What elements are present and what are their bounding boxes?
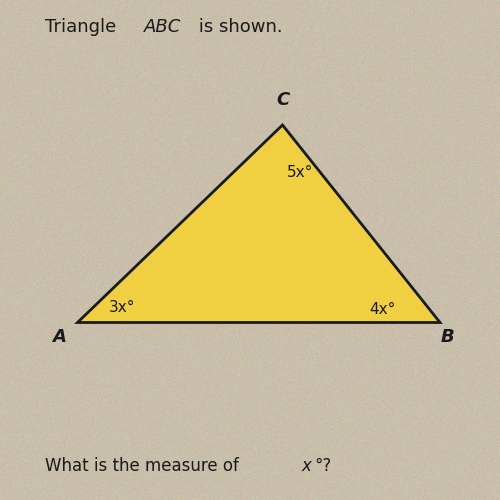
Text: °?: °? xyxy=(314,457,332,475)
Text: 5x°: 5x° xyxy=(287,165,313,180)
Text: Triangle: Triangle xyxy=(45,18,122,36)
Text: 4x°: 4x° xyxy=(370,302,396,316)
Text: A: A xyxy=(52,328,66,346)
Text: 3x°: 3x° xyxy=(109,300,136,315)
Text: What is the measure of: What is the measure of xyxy=(45,457,244,475)
Polygon shape xyxy=(78,125,440,322)
Text: ABC: ABC xyxy=(144,18,182,36)
Text: C: C xyxy=(276,91,289,109)
Text: B: B xyxy=(440,328,454,346)
Text: is shown.: is shown. xyxy=(192,18,282,36)
Text: x: x xyxy=(302,457,312,475)
